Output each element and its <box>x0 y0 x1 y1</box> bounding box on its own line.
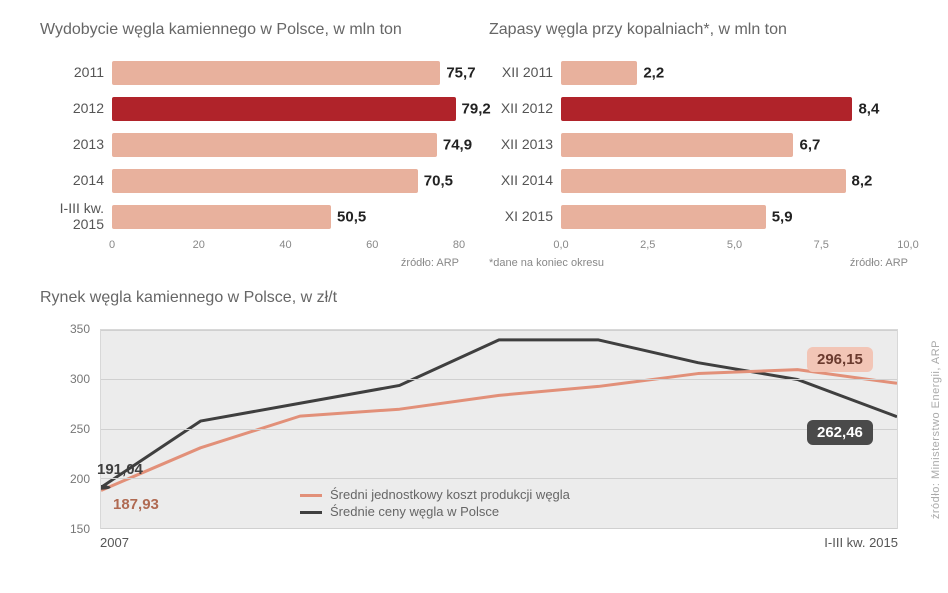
legend-swatch-price <box>300 511 322 514</box>
production-bars: 201175,7 201279,2 201374,9 2014 70,5 I-III kw… <box>40 59 459 231</box>
axis-tick: 2,5 <box>640 239 655 251</box>
production-title: Wydobycie węgla kamiennego w Polsce, w m… <box>40 20 459 41</box>
bar-row: 201374,9 <box>40 131 459 159</box>
bar-value: 2,2 <box>643 64 664 81</box>
line-chart-title: Rynek węgla kamiennego w Polsce, w zł/t <box>40 289 908 307</box>
stock-source: źródło: ARP <box>850 257 908 269</box>
stock-axis: 0,02,55,07,510,0 <box>561 239 908 253</box>
y-tick: 350 <box>70 322 90 336</box>
bar-track: 8,4 <box>561 97 908 121</box>
bar-row: 2014 70,5 <box>40 167 459 195</box>
production-panel: Wydobycie węgla kamiennego w Polsce, w m… <box>40 20 459 269</box>
bar-label: XII 2011 <box>489 65 561 80</box>
bar-track: 2,2 <box>561 61 908 85</box>
bar-label: XII 2014 <box>489 173 561 188</box>
axis-tick: 60 <box>366 239 378 251</box>
production-source: źródło: ARP <box>40 257 459 269</box>
bar-label: 2014 <box>40 173 112 188</box>
bar-value: 50,5 <box>337 208 366 225</box>
bar-track: 74,9 <box>112 133 459 157</box>
bar-value: 74,9 <box>443 136 472 153</box>
bar-track: 5,9 <box>561 205 908 229</box>
bar-value: 8,4 <box>858 100 879 117</box>
axis-tick: 80 <box>453 239 465 251</box>
bar-row: 201175,7 <box>40 59 459 87</box>
production-axis: 020406080 <box>112 239 459 253</box>
stock-title: Zapasy węgla przy kopalniach*, w mln ton <box>489 20 908 41</box>
bar-track: 50,5 <box>112 205 459 229</box>
bar-fill <box>561 205 766 229</box>
bar-value: 75,7 <box>446 64 475 81</box>
bar-fill <box>561 97 852 121</box>
callout-cost-end: 296,15 <box>807 347 873 372</box>
y-axis-ticks: 150200250300350 <box>40 329 96 529</box>
bar-fill <box>561 169 846 193</box>
vertical-source: źródło: Ministerstwo Energii, ARP <box>930 340 942 519</box>
bar-row: XII 2012 8,4 <box>489 95 908 123</box>
stock-bars: XII 20112,2XII 20128,4XII 20136,7XII 201… <box>489 59 908 231</box>
bar-fill <box>112 61 440 85</box>
y-tick: 150 <box>70 522 90 536</box>
bar-row: 201279,2 <box>40 95 459 123</box>
bar-value: 6,7 <box>799 136 820 153</box>
bar-row: XII 2011 2,2 <box>489 59 908 87</box>
y-tick: 300 <box>70 372 90 386</box>
legend-cost: Średni jednostkowy koszt produkcji węgla <box>300 487 570 504</box>
bar-track: 8,2 <box>561 169 908 193</box>
bar-label: XI 2015 <box>489 209 561 224</box>
bar-value: 5,9 <box>772 208 793 225</box>
label-cost-start: 187,93 <box>113 496 159 513</box>
bar-fill <box>112 169 418 193</box>
bar-fill <box>561 61 637 85</box>
bar-fill <box>112 133 437 157</box>
bar-fill <box>112 205 331 229</box>
bar-track: 6,7 <box>561 133 908 157</box>
callout-price-end: 262,46 <box>807 420 873 445</box>
stock-footnote: *dane na koniec okresu <box>489 257 604 269</box>
y-tick: 200 <box>70 472 90 486</box>
bar-value: 8,2 <box>852 172 873 189</box>
legend-swatch-cost <box>300 494 322 497</box>
bar-label: 2011 <box>40 65 112 80</box>
label-price-start: 191,04 <box>97 461 143 478</box>
bar-fill <box>561 133 793 157</box>
legend-label-price: Średnie ceny węgla w Polsce <box>330 504 499 521</box>
axis-tick: 7,5 <box>814 239 829 251</box>
axis-tick: 5,0 <box>727 239 742 251</box>
axis-tick: 10,0 <box>897 239 918 251</box>
bar-label: 2013 <box>40 137 112 152</box>
bar-label: XII 2012 <box>489 101 561 116</box>
bar-label: 2012 <box>40 101 112 116</box>
bar-row: I-III kw. 2015 50,5 <box>40 203 459 231</box>
bar-track: 75,7 <box>112 61 459 85</box>
legend-label-cost: Średni jednostkowy koszt produkcji węgla <box>330 487 570 504</box>
top-charts: Wydobycie węgla kamiennego w Polsce, w m… <box>40 20 908 269</box>
bar-row: XII 2013 6,7 <box>489 131 908 159</box>
bar-track: 79,2 <box>112 97 459 121</box>
bar-fill <box>112 97 456 121</box>
bar-row: XII 2014 8,2 <box>489 167 908 195</box>
line-price <box>101 340 897 487</box>
bar-track: 70,5 <box>112 169 459 193</box>
axis-tick: 40 <box>279 239 291 251</box>
axis-tick: 0 <box>109 239 115 251</box>
x-end-label: I-III kw. 2015 <box>824 535 898 550</box>
bar-value: 79,2 <box>462 100 491 117</box>
stock-panel: Zapasy węgla przy kopalniach*, w mln ton… <box>489 20 908 269</box>
bar-label: I-III kw. 2015 <box>40 201 112 232</box>
line-chart: 150 200 250 300 350 296,15 262,46 191,04 187,93… <box>40 319 908 559</box>
x-start-label: 2007 <box>100 535 129 550</box>
bar-label: XII 2013 <box>489 137 561 152</box>
y-tick: 250 <box>70 422 90 436</box>
legend: Średni jednostkowy koszt produkcji węgla… <box>300 487 570 521</box>
x-axis-labels: 2007 I-III kw. 2015 <box>100 535 898 559</box>
line-cost <box>101 369 897 490</box>
legend-price: Średnie ceny węgla w Polsce <box>300 504 570 521</box>
bar-value: 70,5 <box>424 172 453 189</box>
bar-row: XI 2015 5,9 <box>489 203 908 231</box>
axis-tick: 0,0 <box>553 239 568 251</box>
axis-tick: 20 <box>193 239 205 251</box>
